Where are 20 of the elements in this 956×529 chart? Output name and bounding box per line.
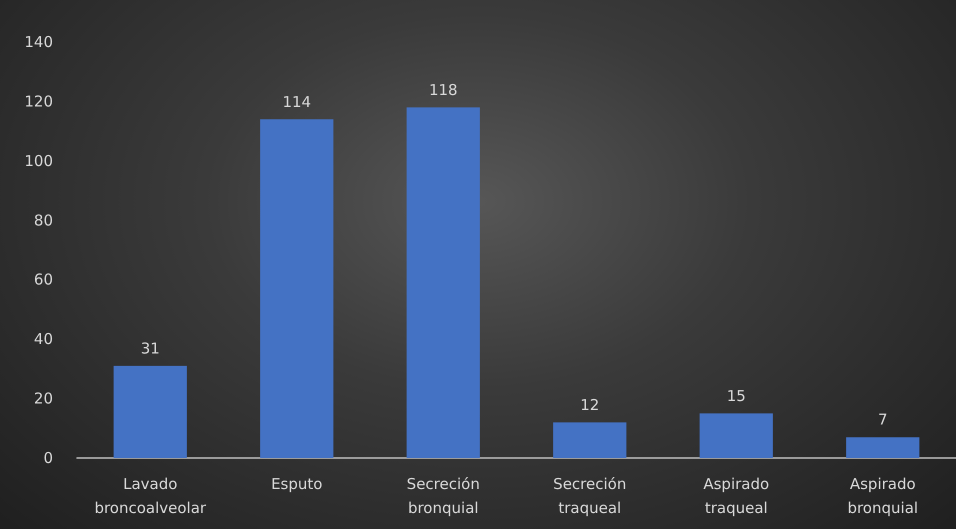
x-tick-label: Secreción traqueal bbox=[553, 475, 626, 517]
y-tick-label: 20 bbox=[34, 390, 53, 408]
y-tick-label: 100 bbox=[24, 152, 53, 170]
y-tick-label: 120 bbox=[24, 92, 53, 110]
x-tick-label: Aspirado bronquial bbox=[847, 475, 918, 517]
data-label: 31 bbox=[140, 339, 160, 358]
y-tick-label: 80 bbox=[34, 211, 53, 230]
x-tick-label: Esputo bbox=[271, 475, 322, 493]
x-tick-label: Lavado broncoalveolar bbox=[94, 475, 207, 517]
x-tick-label: Aspirado traqueal bbox=[703, 475, 770, 517]
data-label: 15 bbox=[726, 386, 746, 405]
data-label: 118 bbox=[428, 80, 458, 99]
y-tick-label: 0 bbox=[43, 449, 53, 467]
y-tick-label: 40 bbox=[34, 330, 53, 348]
y-tick-label: 60 bbox=[34, 270, 53, 289]
data-label: 114 bbox=[282, 92, 312, 111]
data-label: 7 bbox=[878, 410, 888, 429]
x-tick-label: Secreción bronquial bbox=[406, 475, 480, 517]
data-label: 12 bbox=[580, 396, 600, 414]
y-tick-label: 140 bbox=[24, 33, 53, 51]
